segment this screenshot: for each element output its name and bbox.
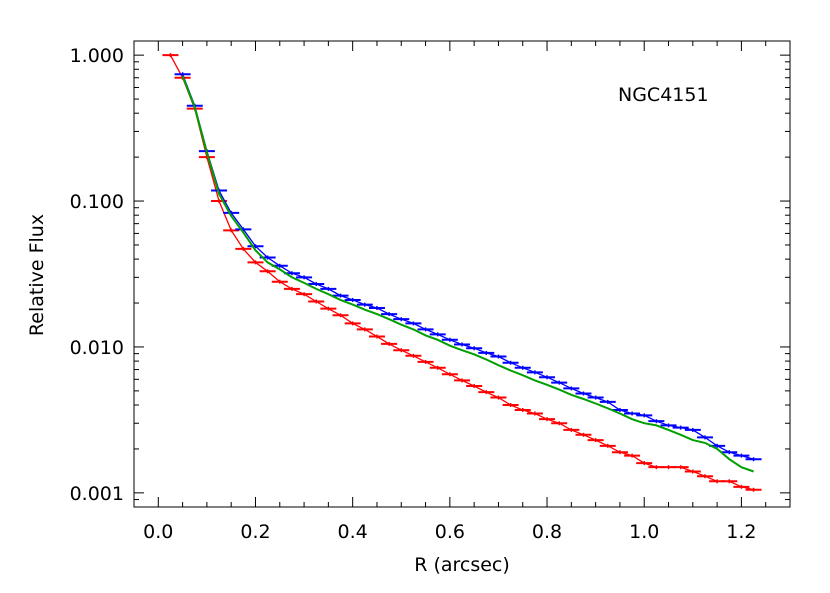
x-tick-label: 1.0 <box>629 521 659 543</box>
y-axis-title: Relative Flux <box>26 214 48 336</box>
y-tick-label: 0.001 <box>70 483 124 505</box>
y-axis-ticks: 0.001 0.010 0.100 1.000 <box>70 45 790 505</box>
x-axis-title: R (arcsec) <box>414 554 510 576</box>
series-layer <box>162 53 762 492</box>
x-tick-label: 0.0 <box>143 521 173 543</box>
minor-ticks <box>134 41 791 508</box>
y-tick-label: 1.000 <box>70 45 124 67</box>
series-1 <box>181 75 754 473</box>
plot-frame <box>133 40 791 508</box>
y-tick-label: 0.010 <box>70 337 124 359</box>
y-tick-label: 0.100 <box>70 191 124 213</box>
x-tick-label: 0.4 <box>338 521 368 543</box>
series-line <box>181 75 754 473</box>
series-line <box>181 73 754 460</box>
x-axis-ticks: 0.0 0.2 0.4 0.6 0.8 1.0 1.2 <box>143 41 757 543</box>
annotation-label: NGC4151 <box>618 84 709 106</box>
x-tick-label: 0.6 <box>435 521 465 543</box>
series-0 <box>174 72 762 462</box>
x-tick-label: 1.2 <box>726 521 756 543</box>
x-tick-label: 0.8 <box>532 521 562 543</box>
x-tick-label: 0.2 <box>240 521 270 543</box>
